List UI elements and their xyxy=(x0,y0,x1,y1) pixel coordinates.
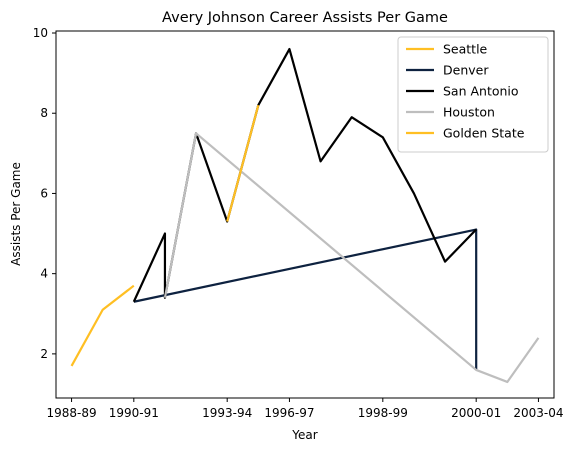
legend-label-golden-state: Golden State xyxy=(443,126,525,141)
series-line-golden-state-4 xyxy=(226,104,260,222)
x-tick-label: 1998-99 xyxy=(358,406,408,420)
y-axis-label: Assists Per Game xyxy=(9,162,23,266)
legend-label-seattle: Seattle xyxy=(443,42,488,57)
legend-label-san-antonio: San Antonio xyxy=(443,84,519,99)
y-tick-label: 10 xyxy=(33,26,48,40)
y-tick-label: 8 xyxy=(40,106,48,120)
y-axis-ticks: 2 4 6 8 10 xyxy=(33,26,56,361)
series-line-seattle-0 xyxy=(70,284,135,367)
y-tick-label: 2 xyxy=(40,347,48,361)
y-tick-label: 6 xyxy=(40,186,48,200)
x-axis-ticks: 1988-89 1990-91 1993-94 1996-97 1998-99 2000-… xyxy=(46,398,564,420)
x-axis-label: Year xyxy=(291,428,317,442)
x-tick-label: 2003-04 xyxy=(513,406,563,420)
legend-box xyxy=(397,36,549,153)
series-line-denver-1 xyxy=(133,228,478,370)
chart-title: Avery Johnson Career Assists Per Game xyxy=(162,10,448,26)
x-tick-label: 1990-91 xyxy=(109,406,159,420)
x-tick-label: 1996-97 xyxy=(264,406,314,420)
legend-label-denver: Denver xyxy=(443,63,489,78)
series-line-houston-3 xyxy=(163,132,540,384)
plot-lines xyxy=(70,47,540,384)
x-tick-label: 1988-89 xyxy=(46,406,96,420)
y-tick-label: 4 xyxy=(40,267,48,281)
x-tick-label: 1993-94 xyxy=(202,406,252,420)
legend: Seattle Denver San Antonio Houston Golden St… xyxy=(397,36,549,153)
plot-frame xyxy=(55,30,555,399)
x-tick-label: 2000-01 xyxy=(451,406,501,420)
legend-label-houston: Houston xyxy=(443,105,495,120)
